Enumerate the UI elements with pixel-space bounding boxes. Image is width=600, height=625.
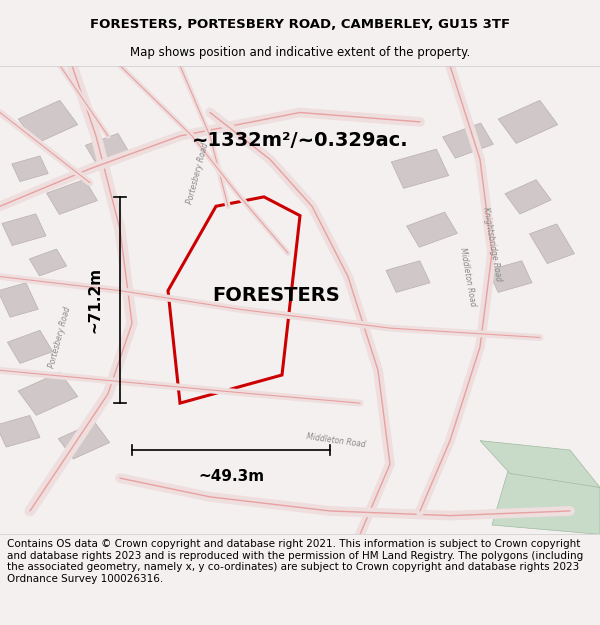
- Text: ~49.3m: ~49.3m: [198, 469, 264, 484]
- Text: Map shows position and indicative extent of the property.: Map shows position and indicative extent…: [130, 46, 470, 59]
- Bar: [0, 416, 40, 447]
- Text: FORESTERS, PORTESBERY ROAD, CAMBERLEY, GU15 3TF: FORESTERS, PORTESBERY ROAD, CAMBERLEY, G…: [90, 18, 510, 31]
- Bar: [391, 149, 449, 188]
- Text: Contains OS data © Crown copyright and database right 2021. This information is : Contains OS data © Crown copyright and d…: [7, 539, 583, 584]
- Text: Portesbery Road: Portesbery Road: [47, 306, 73, 369]
- Text: Middleton Road: Middleton Road: [306, 432, 366, 449]
- Bar: [58, 422, 110, 459]
- Bar: [47, 179, 97, 214]
- Bar: [0, 282, 38, 318]
- Bar: [2, 214, 46, 246]
- Polygon shape: [480, 441, 600, 488]
- Bar: [386, 261, 430, 292]
- Bar: [29, 249, 67, 276]
- Bar: [530, 224, 574, 264]
- Text: ~71.2m: ~71.2m: [87, 267, 102, 333]
- Bar: [12, 156, 48, 182]
- Bar: [443, 123, 493, 158]
- Polygon shape: [492, 464, 600, 534]
- Bar: [505, 180, 551, 214]
- Text: Portesbery Road: Portesbery Road: [185, 142, 211, 205]
- Text: ~1332m²/~0.329ac.: ~1332m²/~0.329ac.: [191, 131, 409, 150]
- Bar: [18, 101, 78, 143]
- Bar: [7, 330, 53, 364]
- Bar: [18, 372, 78, 415]
- Text: Middleton Road: Middleton Road: [458, 246, 478, 307]
- Text: Knightsbridge Road: Knightsbridge Road: [481, 206, 503, 281]
- Bar: [498, 101, 558, 143]
- Bar: [85, 133, 131, 167]
- Bar: [488, 261, 532, 292]
- Text: FORESTERS: FORESTERS: [212, 286, 340, 305]
- Bar: [407, 212, 457, 248]
